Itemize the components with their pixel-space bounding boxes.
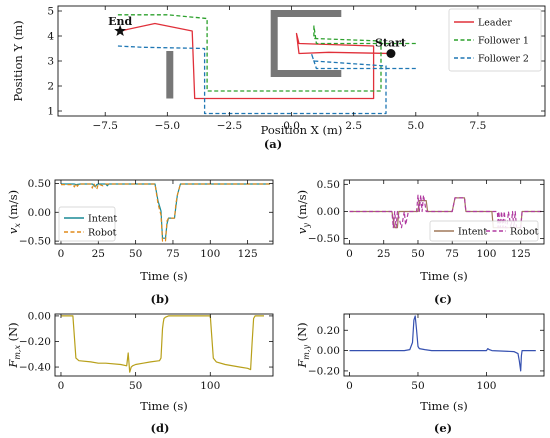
- y-tick-label: −0.40: [19, 362, 51, 374]
- legend: Leader Follower 1 Follower 2: [448, 8, 542, 72]
- legend: Intent Robot: [58, 206, 117, 242]
- y-tick-label: 2: [47, 81, 54, 93]
- x-tick-label: 0: [58, 248, 65, 260]
- x-tick-label: −7.5: [92, 120, 118, 132]
- plot-area-b: [61, 182, 270, 242]
- panel-d: 0 50 100 0.00 −0.20 −0.40 Time (s) Fm,x (N) (d): [6, 310, 274, 435]
- obstacle-2: [270, 10, 342, 77]
- legend-label: Robot: [510, 227, 539, 238]
- x-tick-label: 50: [411, 380, 424, 392]
- x-tick-label: 50: [129, 380, 142, 392]
- legend-frame: [448, 8, 542, 72]
- x-tick-label: 50: [411, 248, 424, 260]
- y-tick-label: 1: [47, 106, 54, 118]
- y-tick-label: 5: [47, 6, 54, 18]
- legend-label: Leader: [478, 18, 512, 29]
- plot-area-a: [117, 10, 416, 115]
- y-axis-label: Fm,x (N): [6, 322, 22, 368]
- panel-c: 0 25 50 75 100 125 −0.50 0.00 0.50 Time (s) vy (m/…: [295, 179, 545, 306]
- x-axis-label: Position X (m): [261, 123, 343, 137]
- x-tick-label: 75: [446, 248, 459, 260]
- panel-caption: (d): [151, 421, 170, 435]
- panel-a: End Start −7.5 −5.0 −2.5 0.0 2.5 5.0 7.5 1 2 3 4 5 Pos…: [11, 6, 546, 151]
- y-tick-label: −0.50: [19, 236, 51, 248]
- x-tick-label: 7.5: [470, 120, 487, 132]
- x-tick-label: −2.5: [217, 120, 243, 132]
- x-tick-label: 100: [476, 248, 496, 260]
- axes-frame: [54, 313, 274, 377]
- x-tick-label: 0.0: [283, 120, 300, 132]
- panel-caption: (e): [434, 421, 452, 435]
- x-tick-label: −5.0: [155, 120, 181, 132]
- y-tick-label: 0.00: [28, 207, 51, 219]
- y-tick-label: −0.20: [308, 365, 340, 377]
- series-line-follower-2: [117, 45, 416, 115]
- series-line-robot: [349, 194, 542, 229]
- x-axis-label: Time (s): [140, 269, 188, 283]
- y-tick-label: 0.50: [317, 179, 340, 191]
- y-tick-label: 0.50: [28, 178, 51, 190]
- x-axis-label: Time (s): [420, 269, 468, 283]
- series-line-1: [349, 315, 536, 372]
- y-tick-label: 3: [47, 56, 54, 68]
- x-axis-label: Time (s): [140, 399, 188, 413]
- y-tick-label: 0.00: [28, 310, 51, 322]
- legend-label: Intent: [88, 214, 117, 225]
- start-label: Start: [375, 37, 407, 50]
- legend-label: Robot: [88, 228, 117, 239]
- legend-label: Follower 2: [478, 54, 529, 65]
- x-tick-label: 0: [346, 380, 353, 392]
- y-tick-label: 0.00: [317, 345, 340, 357]
- x-tick-label: 25: [92, 248, 105, 260]
- panel-e: 0 50 100 −0.20 0.00 0.20 Time (s) Fm,y (N) (e): [295, 313, 545, 435]
- panel-caption: (a): [264, 137, 282, 151]
- x-tick-label: 2.5: [345, 120, 362, 132]
- y-tick-label: 4: [47, 31, 54, 43]
- x-tick-label: 100: [476, 380, 496, 392]
- series-line-leader: [119, 22, 391, 100]
- x-tick-label: 125: [511, 248, 531, 260]
- y-axis-label: vx (m/s): [6, 190, 22, 234]
- panel-caption: (c): [434, 292, 452, 306]
- x-tick-label: 100: [200, 380, 220, 392]
- panel-caption: (b): [151, 292, 170, 306]
- plot-area-e: [349, 315, 536, 372]
- x-axis-label: Time (s): [420, 399, 468, 413]
- y-tick-label: 0.20: [317, 325, 340, 337]
- end-marker: [114, 24, 126, 36]
- y-axis-label: Position Y (m): [11, 20, 25, 101]
- legend: Intent Robot: [429, 220, 539, 242]
- start-marker: [386, 49, 396, 58]
- x-tick-label: 0: [346, 248, 353, 260]
- y-tick-label: 0.00: [317, 206, 340, 218]
- y-axis-label: vy (m/s): [295, 190, 311, 234]
- legend-label: Follower 1: [478, 36, 529, 47]
- plot-area-d: [61, 315, 264, 373]
- legend-label: Intent: [458, 227, 487, 238]
- axes-frame: [343, 313, 545, 377]
- legend-frame: [429, 220, 539, 242]
- x-tick-label: 125: [238, 248, 258, 260]
- y-axis-label: Fm,y (N): [295, 322, 311, 368]
- x-tick-label: 75: [166, 248, 179, 260]
- x-tick-label: 50: [129, 248, 142, 260]
- series-line-1: [61, 315, 264, 373]
- x-tick-label: 0: [58, 380, 65, 392]
- x-tick-label: 5.0: [407, 120, 424, 132]
- y-tick-label: −0.20: [19, 336, 51, 348]
- axes-frame: [343, 179, 545, 245]
- panel-b: 0 25 50 75 100 125 −0.50 0.00 0.50 Time (s) vx (m/…: [6, 178, 274, 306]
- x-tick-label: 100: [200, 248, 220, 260]
- series-line-robot: [61, 182, 270, 242]
- y-tick-label: −0.50: [308, 233, 340, 245]
- end-label: End: [108, 15, 132, 28]
- x-tick-label: 25: [377, 248, 390, 260]
